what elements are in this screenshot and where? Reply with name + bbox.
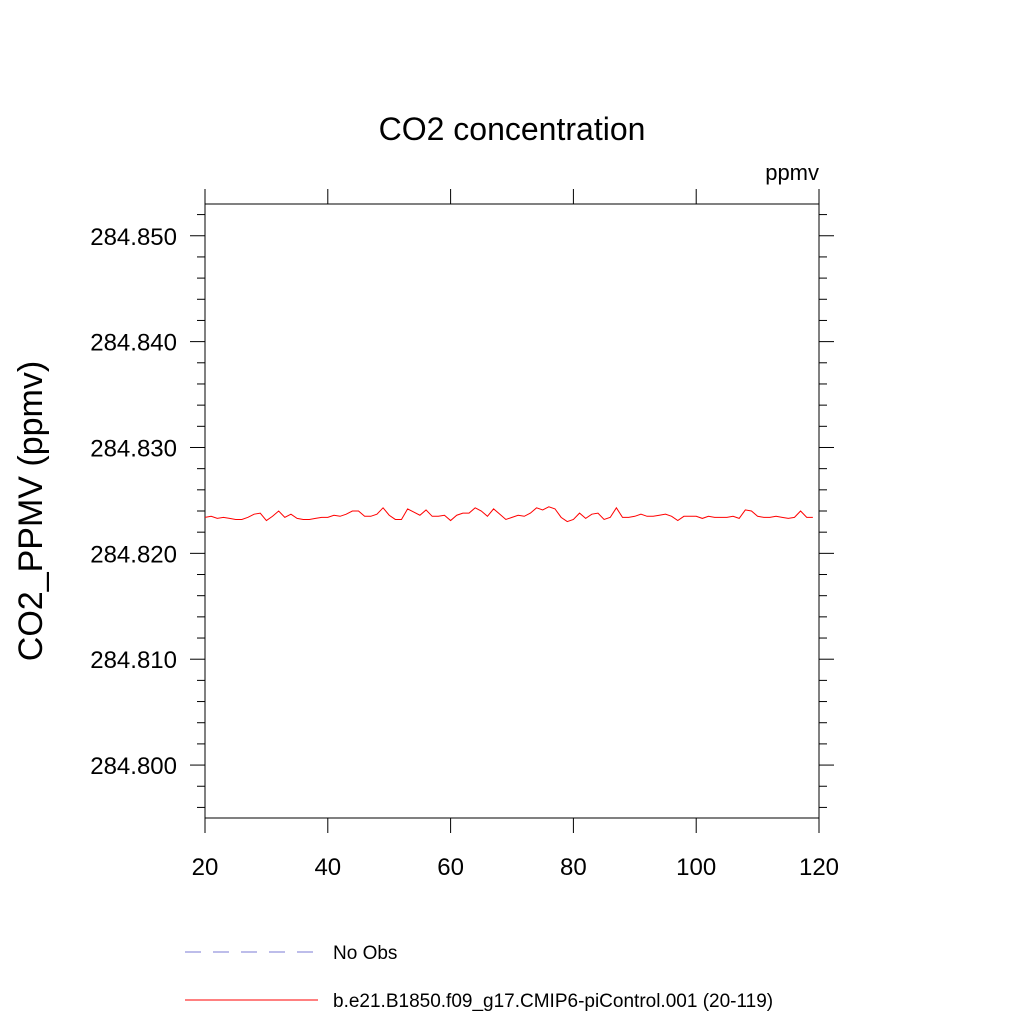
y-tick-label: 284.800 <box>90 753 177 780</box>
chart-title: CO2 concentration <box>379 111 646 147</box>
x-tick-label: 40 <box>314 854 341 881</box>
x-tick-label: 100 <box>676 854 716 881</box>
x-tick-label: 120 <box>799 854 839 881</box>
y-axis-label: CO2_PPMV (ppmv) <box>12 361 50 661</box>
series-layer <box>204 506 813 523</box>
legend-label: No Obs <box>333 943 397 964</box>
plot-area <box>204 203 820 819</box>
y-tick-label: 284.810 <box>90 647 177 674</box>
x-tick-label: 80 <box>560 854 587 881</box>
legend: No Obs b.e21.B1850.f09_g17.CMIP6-piContro… <box>185 943 773 1012</box>
y-tick-label: 284.840 <box>90 330 177 357</box>
series-line <box>204 506 813 523</box>
x-tick-label: 20 <box>192 854 219 881</box>
legend-label: b.e21.B1850.f09_g17.CMIP6-piControl.001 … <box>333 991 773 1012</box>
x-tick-label: 60 <box>437 854 464 881</box>
axis-ticks <box>190 189 834 833</box>
y-tick-label: 284.820 <box>90 541 177 568</box>
y-tick-label: 284.830 <box>90 435 177 462</box>
y-tick-labels: 284.800 284.810 284.820 284.830 284.840 284.8… <box>90 224 177 780</box>
x-tick-labels: 20 40 60 80 100 120 <box>192 854 839 881</box>
units-label: ppmv <box>765 160 819 185</box>
y-tick-label: 284.850 <box>90 224 177 251</box>
